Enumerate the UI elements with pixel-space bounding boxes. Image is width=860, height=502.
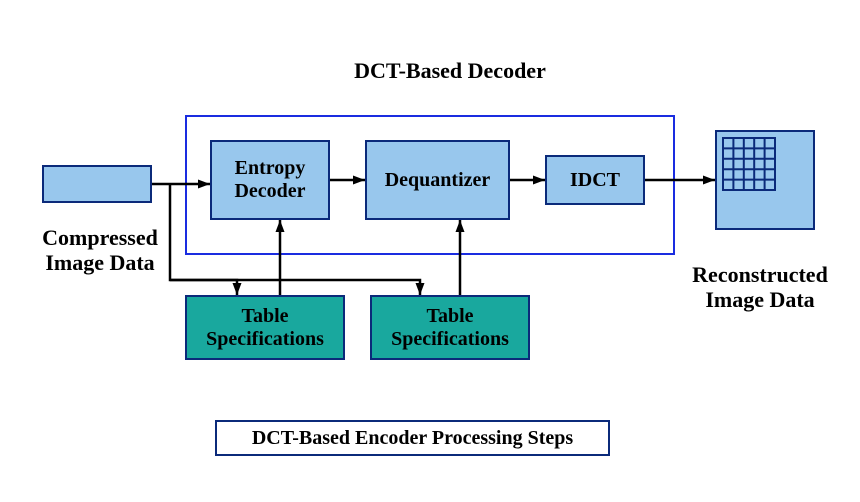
- dequantizer-box-label: Dequantizer: [385, 169, 491, 192]
- table-spec-2-box: Table Specifications: [370, 295, 530, 360]
- arrowhead-main-down-to-table1: [233, 283, 242, 295]
- reconstructed-output-box: [715, 130, 815, 230]
- table-spec-2-box-label: Table Specifications: [391, 305, 509, 351]
- compressed-image-data-label: Compressed Image Data: [20, 225, 180, 276]
- table-spec-1-box-label: Table Specifications: [206, 305, 324, 351]
- table-spec-1-box: Table Specifications: [185, 295, 345, 360]
- reconstructed-image-data-label: Reconstructed Image Data: [665, 262, 855, 313]
- diagram-title: DCT-Based Decoder: [300, 58, 600, 83]
- entropy-decoder-box: Entropy Decoder: [210, 140, 330, 220]
- arrowhead-idct-to-output: [703, 176, 715, 185]
- arrow-main-across-to-table2-down: [170, 280, 420, 295]
- compressed-input-box: [42, 165, 152, 203]
- entropy-decoder-box-label: Entropy Decoder: [234, 157, 305, 203]
- arrowhead-main-across-to-table2-down: [416, 283, 425, 295]
- caption-box: DCT-Based Encoder Processing Steps: [215, 420, 610, 456]
- caption-text: DCT-Based Encoder Processing Steps: [252, 427, 573, 450]
- idct-box: IDCT: [545, 155, 645, 205]
- dequantizer-box: Dequantizer: [365, 140, 510, 220]
- idct-box-label: IDCT: [570, 169, 620, 192]
- output-grid-icon: [717, 132, 817, 232]
